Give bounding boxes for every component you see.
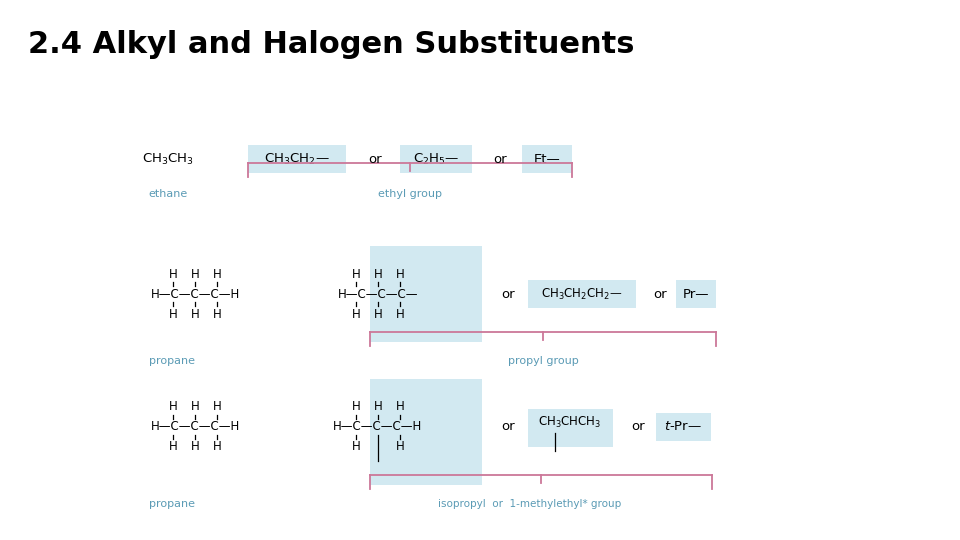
Text: H: H [191, 440, 200, 453]
FancyBboxPatch shape [528, 409, 613, 447]
Text: or: or [501, 288, 515, 301]
Text: H: H [373, 400, 382, 413]
Text: Et—: Et— [534, 153, 561, 166]
Text: H: H [212, 308, 222, 321]
Text: H: H [212, 440, 222, 453]
Text: H: H [191, 268, 200, 281]
Text: $t$-Pr—: $t$-Pr— [664, 420, 702, 433]
Text: H—C—C—C—H: H—C—C—C—H [333, 420, 422, 433]
Text: or: or [631, 420, 645, 433]
Text: H: H [191, 308, 200, 321]
Text: C$_2$H$_5$—: C$_2$H$_5$— [413, 152, 459, 167]
Text: H: H [396, 440, 404, 453]
Text: H: H [212, 400, 222, 413]
Text: CH$_3$CH$_3$: CH$_3$CH$_3$ [142, 152, 194, 167]
Text: H: H [212, 268, 222, 281]
Text: H: H [169, 400, 178, 413]
Text: H: H [373, 268, 382, 281]
Text: H—C—C—C—H: H—C—C—C—H [151, 420, 240, 433]
Text: H: H [351, 400, 360, 413]
Text: 2.4 Alkyl and Halogen Substituents: 2.4 Alkyl and Halogen Substituents [28, 30, 635, 59]
Text: propane: propane [149, 498, 195, 509]
Text: isopropyl  or  1-methylethyl* group: isopropyl or 1-methylethyl* group [439, 498, 622, 509]
Text: H—C—C—C—H: H—C—C—C—H [151, 288, 240, 301]
FancyBboxPatch shape [676, 280, 716, 308]
Text: Pr—: Pr— [683, 288, 709, 301]
Text: or: or [369, 153, 382, 166]
Text: H: H [169, 308, 178, 321]
Text: H: H [373, 308, 382, 321]
Text: H: H [351, 440, 360, 453]
Text: H: H [396, 308, 404, 321]
Text: ethyl group: ethyl group [378, 190, 442, 199]
Text: CH$_3$CH$_2$CH$_2$—: CH$_3$CH$_2$CH$_2$— [541, 287, 623, 302]
Text: H: H [169, 268, 178, 281]
Text: H—C—C—C—: H—C—C—C— [338, 288, 419, 301]
Text: propane: propane [149, 356, 195, 366]
FancyBboxPatch shape [522, 145, 572, 173]
Text: or: or [501, 420, 515, 433]
Text: H: H [191, 400, 200, 413]
FancyBboxPatch shape [370, 246, 482, 342]
Text: H: H [351, 308, 360, 321]
Text: propyl group: propyl group [508, 356, 578, 366]
Text: H: H [169, 440, 178, 453]
FancyBboxPatch shape [400, 145, 472, 173]
Text: H: H [396, 400, 404, 413]
Text: H: H [396, 268, 404, 281]
Text: or: or [493, 153, 507, 166]
FancyBboxPatch shape [528, 280, 636, 308]
FancyBboxPatch shape [370, 379, 482, 484]
Text: CH$_3$CH$_2$—: CH$_3$CH$_2$— [264, 152, 330, 167]
Text: ethane: ethane [149, 190, 187, 199]
Text: H: H [351, 268, 360, 281]
Text: or: or [653, 288, 667, 301]
FancyBboxPatch shape [248, 145, 346, 173]
Text: CH$_3$CHCH$_3$: CH$_3$CHCH$_3$ [539, 415, 602, 430]
FancyBboxPatch shape [656, 413, 711, 441]
